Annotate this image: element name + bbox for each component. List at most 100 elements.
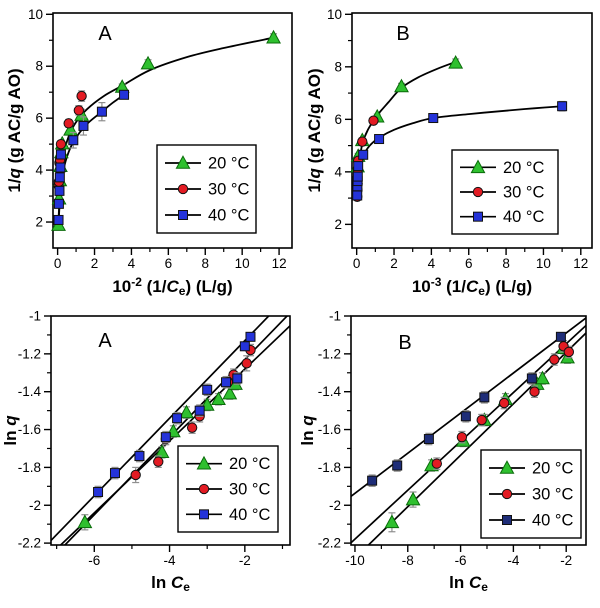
x-tick-label: 8 bbox=[502, 256, 510, 271]
chart-panel-bottom-left: -6 -4 -2 -1 -1.2 -1.4 -1.6 -1.8 -2 -2.2 ln Ce ln q A… bbox=[0, 304, 300, 608]
series-40c bbox=[367, 331, 566, 487]
legend-label: 30 °C bbox=[503, 184, 545, 202]
data-point-square bbox=[119, 89, 130, 100]
legend: 20 °C 30 °C 40 °C bbox=[177, 445, 279, 533]
data-point-square bbox=[96, 106, 107, 117]
data-point-square bbox=[134, 451, 145, 462]
data-point-circle bbox=[456, 431, 468, 443]
fit-curve bbox=[57, 91, 129, 224]
plot-frame bbox=[52, 12, 293, 249]
y-tick-label: -2.2 bbox=[318, 536, 341, 551]
panel-label: A bbox=[98, 23, 112, 45]
legend-label: 30 °C bbox=[229, 481, 271, 499]
y-tick-label: 8 bbox=[334, 59, 342, 74]
y-tick-label: 8 bbox=[35, 59, 43, 74]
x-tick-label: -2 bbox=[560, 553, 572, 568]
x-tick-label: 12 bbox=[272, 256, 287, 271]
data-point-square bbox=[55, 162, 66, 173]
y-tick-label: -2 bbox=[329, 498, 341, 513]
y-axis: -1 -1.2 -1.4 -1.6 -1.8 -2 -2.2 bbox=[18, 309, 51, 551]
data-point-circle bbox=[357, 136, 368, 147]
legend-marker-triangle bbox=[499, 460, 515, 474]
data-point-square bbox=[53, 214, 64, 225]
x-axis-title: ln Ce bbox=[151, 573, 190, 594]
data-point-square bbox=[374, 134, 385, 145]
legend-item: 20 °C bbox=[186, 455, 271, 473]
data-point-square bbox=[392, 460, 403, 471]
data-point-square bbox=[194, 405, 205, 416]
chart-bottom-left: -6 -4 -2 -1 -1.2 -1.4 -1.6 -1.8 -2 -2.2 ln Ce ln q A… bbox=[1, 309, 291, 594]
y-axis-title: ln q bbox=[300, 415, 317, 446]
legend-label: 30 °C bbox=[532, 486, 574, 504]
legend-item: 20 °C bbox=[489, 460, 574, 478]
x-tick-label: 10 bbox=[235, 256, 250, 271]
fit-line bbox=[351, 317, 586, 498]
data-point-triangle bbox=[211, 391, 226, 406]
data-point-square bbox=[93, 487, 104, 498]
series-40c bbox=[93, 331, 256, 499]
data-point-square bbox=[53, 198, 64, 209]
y-axis-title: ln q bbox=[1, 415, 20, 446]
x-tick-label: 8 bbox=[202, 256, 210, 271]
legend-label: 20 °C bbox=[229, 455, 271, 473]
legend: 20 °C 30 °C 40 °C bbox=[156, 144, 257, 234]
data-point-square bbox=[353, 161, 364, 172]
legend-item: 40 °C bbox=[165, 207, 250, 225]
legend-item: 30 °C bbox=[460, 184, 545, 202]
data-point-square bbox=[54, 185, 65, 196]
data-point-triangle bbox=[140, 55, 156, 70]
y-axis-title: 1/q (g AC/g AO) bbox=[305, 68, 324, 192]
legend-item: 30 °C bbox=[186, 481, 271, 499]
legend-label: 20 °C bbox=[503, 159, 545, 177]
data-point-square bbox=[54, 172, 65, 183]
x-tick-label: -2 bbox=[239, 553, 251, 568]
legend-label: 30 °C bbox=[208, 181, 250, 199]
legend-marker-triangle bbox=[175, 155, 191, 169]
legend-marker-square bbox=[502, 515, 512, 525]
data-point-triangle bbox=[266, 29, 281, 44]
data-point-square bbox=[557, 101, 568, 112]
data-point-square bbox=[68, 135, 79, 146]
x-tick-label: -4 bbox=[164, 553, 176, 568]
y-tick-label: -1 bbox=[329, 309, 341, 324]
data-point-circle bbox=[55, 138, 67, 150]
legend-label: 40 °C bbox=[229, 506, 271, 524]
legend-item: 40 °C bbox=[460, 208, 545, 226]
plot-frame bbox=[50, 315, 291, 546]
y-tick-label: -2 bbox=[29, 498, 41, 513]
x-tick-label: 6 bbox=[165, 256, 173, 271]
x-tick-label: -6 bbox=[455, 553, 467, 568]
data-point-circle bbox=[476, 414, 487, 426]
data-point-circle bbox=[241, 358, 252, 369]
chart-bottom-right: -10 -8 -6 -4 -2 -1 -1.2 -1.4 -1.6 -1.8 -2 -2.2 ln Ce… bbox=[300, 309, 587, 594]
x-tick-label: 10 bbox=[536, 256, 551, 271]
x-tick-label: -4 bbox=[507, 553, 519, 568]
x-tick-label: 6 bbox=[465, 256, 473, 271]
legend-marker-circle bbox=[198, 483, 210, 495]
legend-item: 20 °C bbox=[165, 155, 250, 173]
data-point-triangle bbox=[77, 514, 93, 529]
x-axis-title: 10-2 (1/Ce) (L/g) bbox=[112, 275, 232, 298]
legend-label: 40 °C bbox=[532, 512, 574, 530]
data-point-triangle bbox=[179, 404, 194, 419]
data-point-triangle bbox=[222, 385, 238, 400]
data-point-circle bbox=[73, 105, 85, 116]
legend-box bbox=[177, 445, 279, 533]
x-tick-label: 12 bbox=[573, 256, 588, 271]
y-tick-label: 10 bbox=[327, 7, 342, 22]
x-tick-label: 0 bbox=[54, 256, 62, 271]
data-point-circle bbox=[431, 458, 442, 469]
x-axis: -6 -4 -2 bbox=[56, 545, 284, 568]
legend-item: 20 °C bbox=[460, 159, 545, 177]
data-point-triangle bbox=[534, 370, 550, 385]
x-tick-label: 2 bbox=[390, 256, 398, 271]
legend-marker-square bbox=[473, 211, 483, 222]
data-point-triangle bbox=[394, 78, 409, 93]
data-point-square bbox=[428, 113, 439, 124]
x-axis: 0 2 4 6 8 10 12 bbox=[54, 248, 287, 271]
x-axis: 0 2 4 6 8 10 12 bbox=[353, 248, 588, 271]
data-point-circle bbox=[368, 115, 379, 126]
x-tick-label: -8 bbox=[402, 553, 414, 568]
legend-marker-square bbox=[199, 509, 209, 520]
legend-item: 30 °C bbox=[165, 181, 250, 199]
